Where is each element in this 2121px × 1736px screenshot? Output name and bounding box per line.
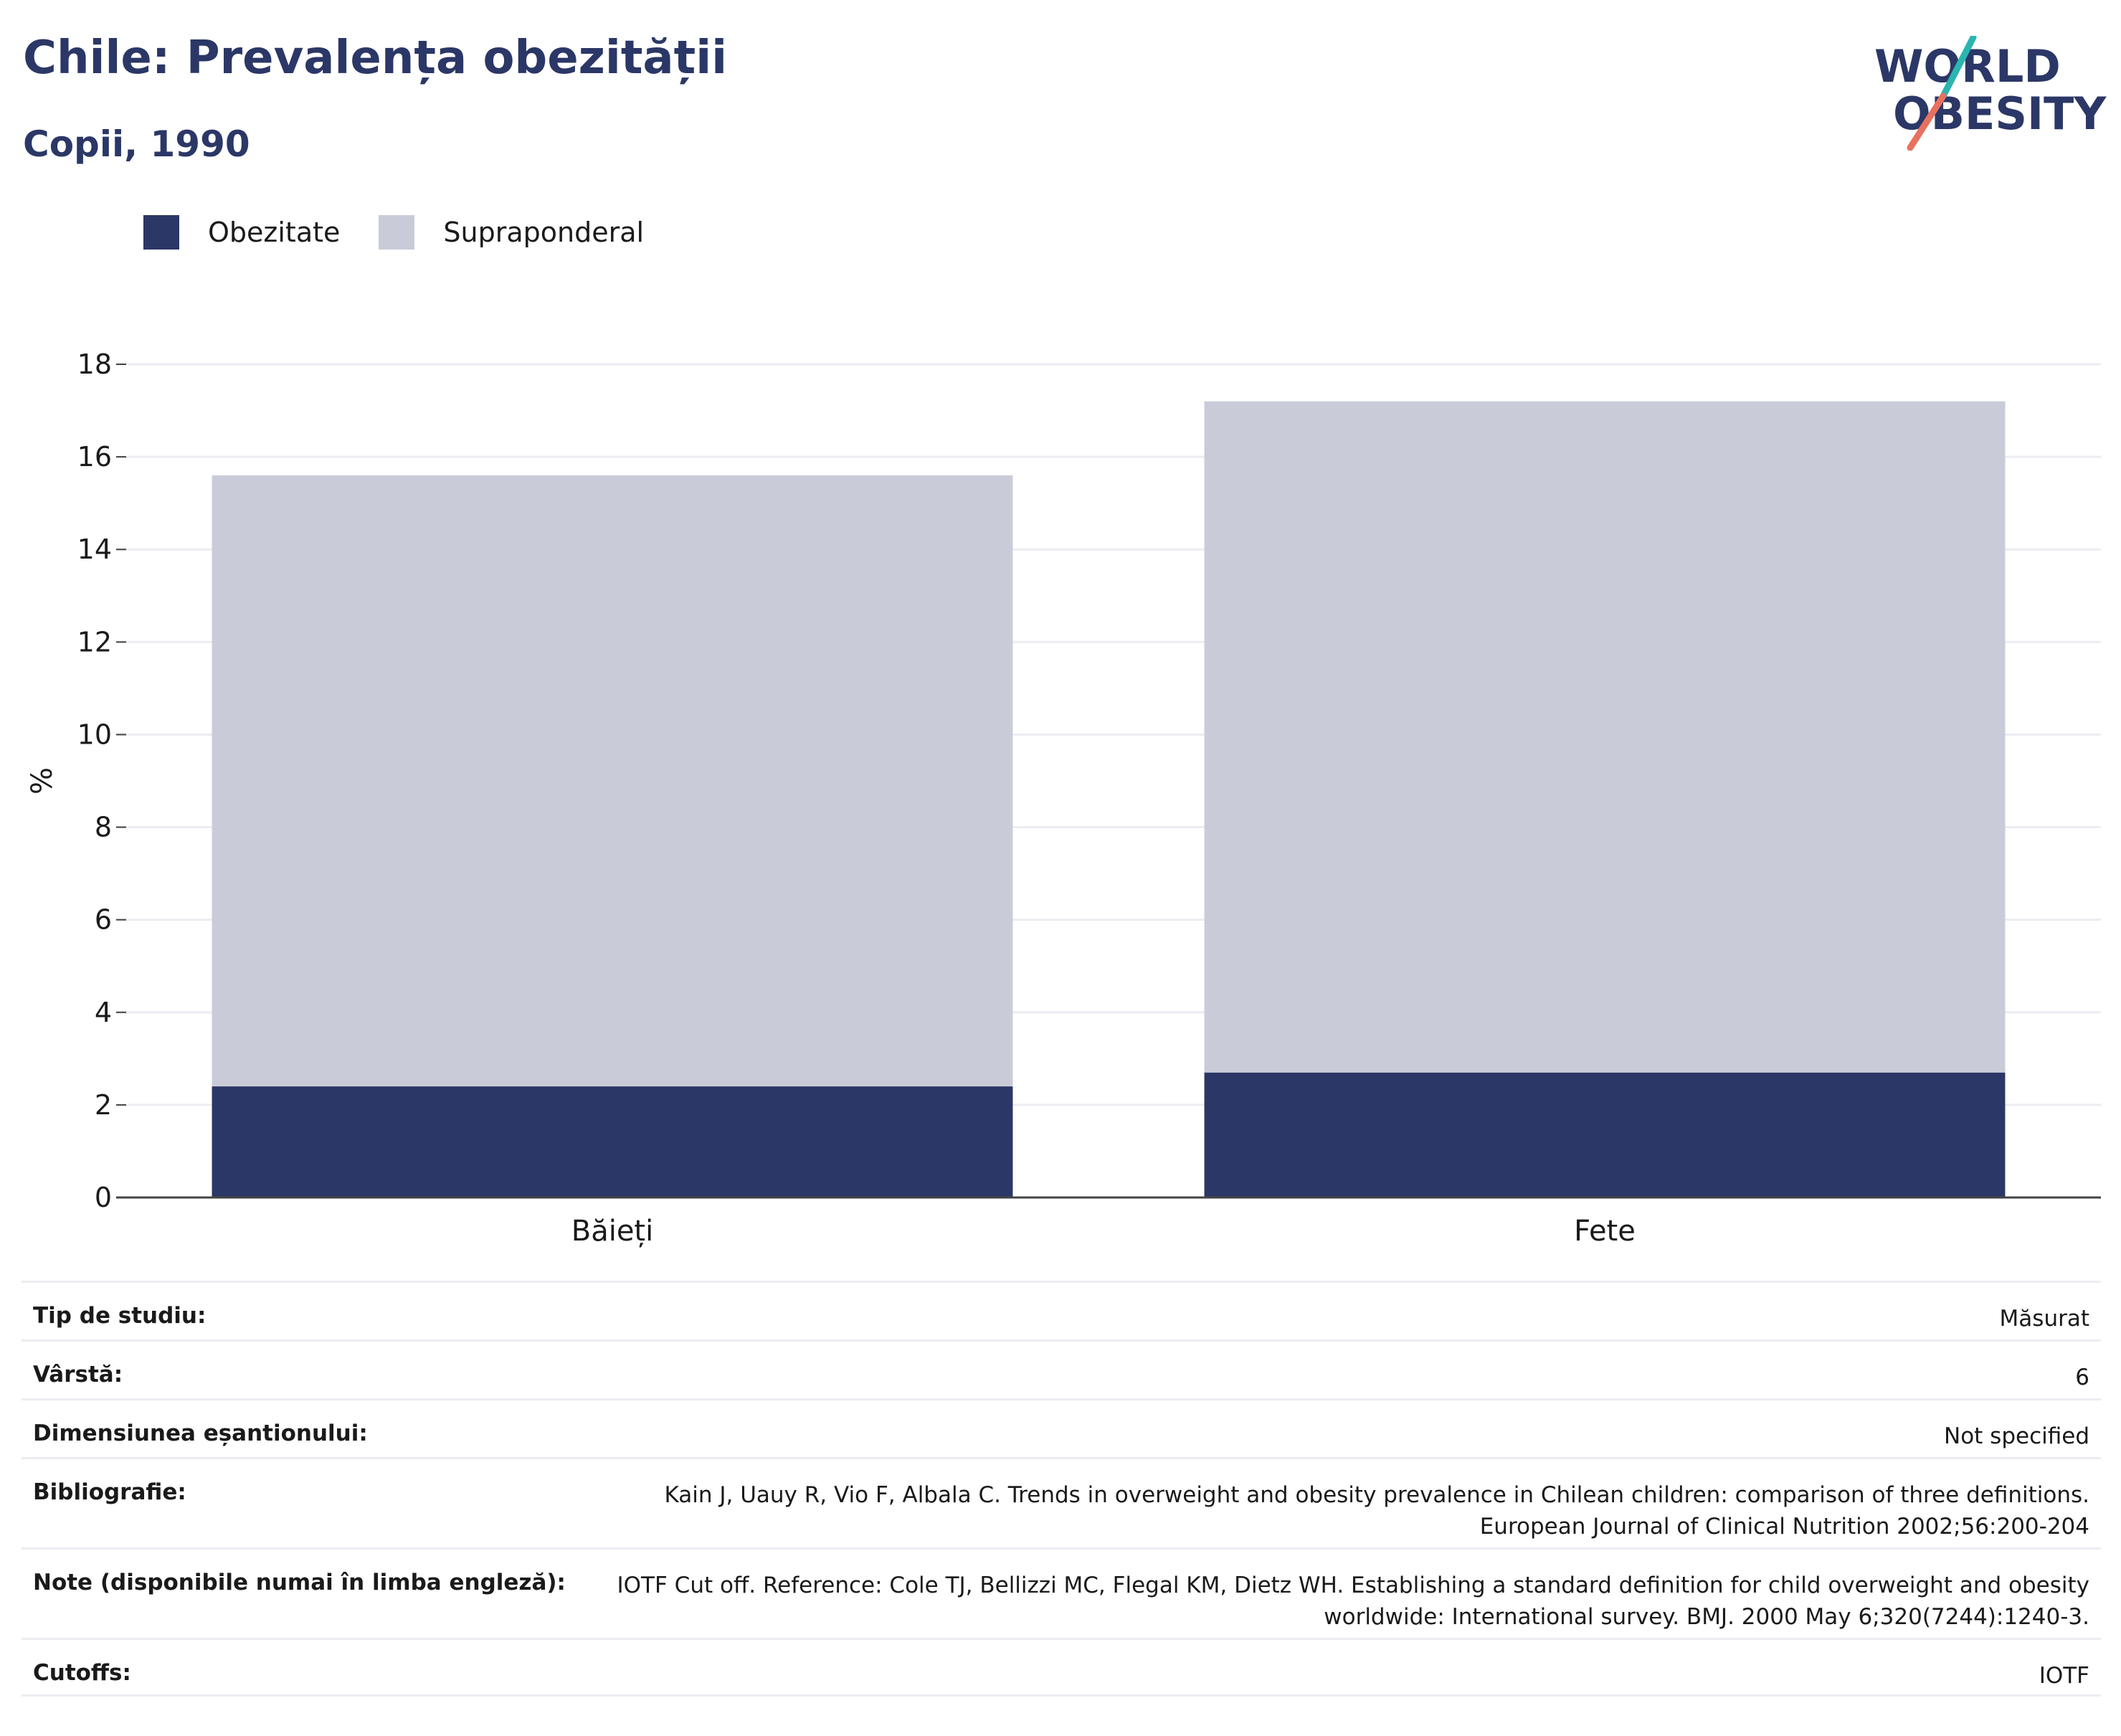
legend-label-obezitate: Obezitate [208, 217, 341, 248]
bar-supraponderal-0 [212, 475, 1013, 1087]
y-tick-label: 16 [77, 441, 112, 473]
y-tick-label: 0 [95, 1182, 112, 1213]
bar-obezitate-0 [212, 1086, 1013, 1197]
y-tick-label: 2 [95, 1089, 112, 1121]
meta-value: IOTF Cut off. Reference: Cole TJ, Belliz… [617, 1573, 2089, 1630]
legend-swatch-obezitate [143, 215, 179, 250]
meta-value: Măsurat [1999, 1306, 2089, 1332]
meta-row-notes: Note (disponibile numai în limba engleză… [22, 1547, 2101, 1638]
legend-swatch-supraponderal [379, 215, 415, 250]
meta-value: Not specified [1944, 1423, 2089, 1449]
meta-row-study-type: Tip de studiu: Măsurat [22, 1281, 2101, 1339]
meta-label: Vârstă: [33, 1362, 123, 1388]
logo-slash-coral [1907, 93, 1947, 151]
world-obesity-logo: WORLD OBESITY [1874, 36, 2107, 151]
y-tick-label: 14 [77, 533, 112, 565]
legend-label-supraponderal: Supraponderal [443, 217, 645, 248]
chart-subtitle: Copii, 1990 [23, 123, 250, 165]
chart-title: Chile: Prevalența obezității [23, 32, 728, 85]
legend: Obezitate Supraponderal [143, 215, 683, 250]
y-tick-label: 12 [77, 626, 112, 658]
meta-value: Kain J, Uauy R, Vio F, Albala C. Trends … [664, 1482, 2089, 1540]
x-tick-label: Fete [1574, 1215, 1636, 1248]
meta-label: Note (disponibile numai în limba engleză… [33, 1570, 566, 1595]
meta-row-sample-size: Dimensiunea eșantionului: Not specified [22, 1398, 2101, 1457]
y-tick-label: 8 [95, 812, 112, 843]
legend-item-obezitate[interactable]: Obezitate [143, 215, 340, 250]
meta-value: 6 [2075, 1365, 2089, 1390]
legend-item-supraponderal[interactable]: Supraponderal [379, 215, 644, 250]
meta-label: Tip de studiu: [33, 1303, 207, 1329]
meta-row-bibliography: Bibliografie: Kain J, Uauy R, Vio F, Alb… [22, 1457, 2101, 1547]
meta-label: Dimensiunea eșantionului: [33, 1420, 368, 1446]
meta-value: IOTF [2039, 1663, 2089, 1689]
meta-label: Bibliografie: [33, 1479, 186, 1505]
x-tick-label: Băieți [571, 1215, 653, 1248]
bar-obezitate-1 [1204, 1072, 2006, 1197]
y-tick-label: 10 [77, 718, 112, 750]
y-tick-label: 6 [95, 904, 112, 936]
bar-supraponderal-1 [1204, 401, 2006, 1073]
meta-row-age: Vârstă: 6 [22, 1339, 2101, 1398]
y-axis-label: % [26, 767, 59, 795]
logo-slash-teal [1940, 36, 1977, 100]
bar-chart: 0 2 4 6 8 10 12 14 16 18% Băieți Fete [26, 348, 2101, 1248]
logo-word-obesity: OBESITY [1893, 87, 2107, 140]
meta-label: Cutoffs: [33, 1660, 131, 1686]
metadata-table: Tip de studiu: Măsurat Vârstă: 6 Dimensi… [22, 1281, 2101, 1697]
meta-row-cutoffs: Cutoffs: IOTF [22, 1638, 2101, 1697]
y-tick-label: 4 [95, 997, 112, 1028]
y-tick-label: 18 [77, 348, 112, 380]
